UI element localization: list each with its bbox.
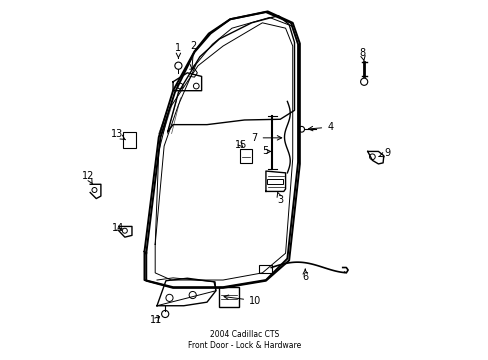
Bar xyxy=(123,132,135,148)
Text: 2004 Cadillac CTS
Front Door - Lock & Hardware: 2004 Cadillac CTS Front Door - Lock & Ha… xyxy=(187,330,301,350)
Text: 10: 10 xyxy=(224,295,261,306)
Text: 3: 3 xyxy=(277,192,283,204)
Text: 14: 14 xyxy=(111,223,123,233)
Bar xyxy=(266,179,282,184)
Text: 8: 8 xyxy=(359,48,365,61)
Text: 6: 6 xyxy=(302,269,307,282)
Text: 1: 1 xyxy=(175,43,181,58)
Text: 9: 9 xyxy=(378,148,389,158)
Bar xyxy=(258,265,272,273)
Text: 4: 4 xyxy=(308,122,333,132)
Bar xyxy=(240,149,251,163)
Text: 13: 13 xyxy=(110,129,125,140)
Bar xyxy=(219,287,239,307)
Text: 11: 11 xyxy=(149,315,162,325)
Text: 2: 2 xyxy=(190,41,197,69)
Text: 5: 5 xyxy=(262,147,271,157)
Text: 12: 12 xyxy=(81,171,94,184)
Text: 7: 7 xyxy=(251,133,281,143)
Text: 15: 15 xyxy=(234,140,246,150)
